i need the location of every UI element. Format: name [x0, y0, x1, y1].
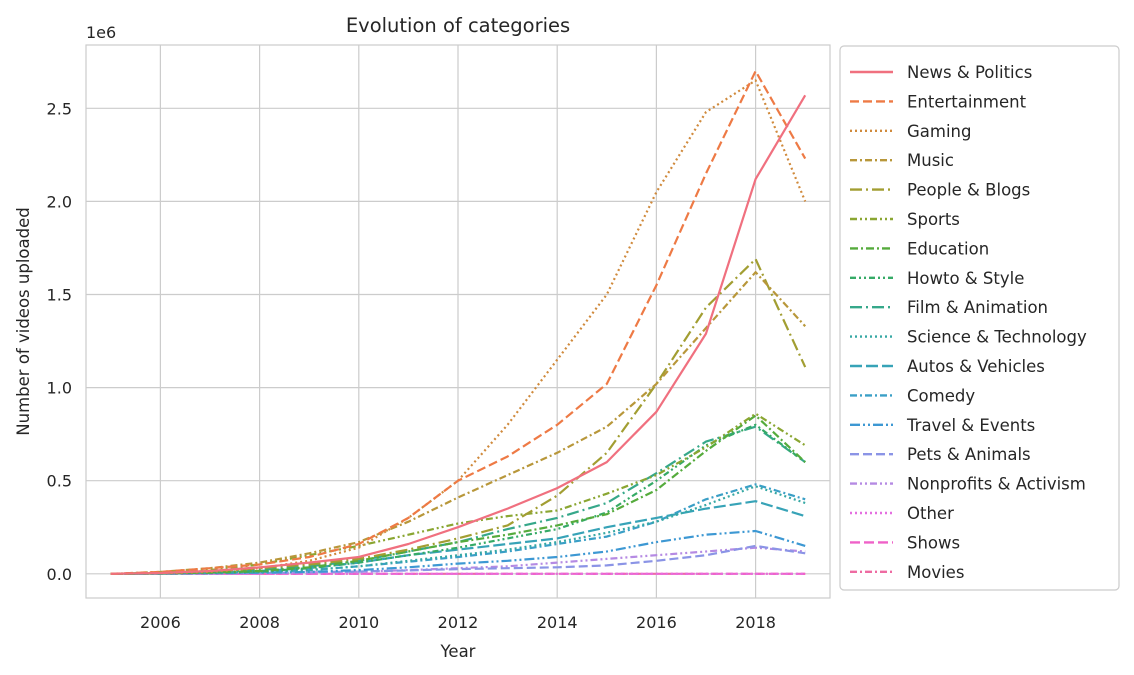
- legend: News & Politics Entertainment Gaming Music P…: [839, 45, 1120, 591]
- x-tick-label: 2014: [537, 613, 578, 632]
- legend-label: Education: [907, 239, 989, 258]
- x-tick-label: 2016: [636, 613, 677, 632]
- legend-label: Entertainment: [907, 92, 1027, 111]
- plot-border: [85, 44, 831, 599]
- legend-label: Autos & Vehicles: [907, 357, 1045, 376]
- legend-label: Sports: [907, 210, 960, 229]
- legend-label: Film & Animation: [907, 298, 1048, 317]
- legend-label: Shows: [907, 533, 960, 552]
- legend-label: People & Blogs: [907, 181, 1030, 200]
- legend-label: News & Politics: [907, 63, 1032, 82]
- y-axis-title: Number of videos uploaded: [14, 207, 33, 435]
- legend-label: Science & Technology: [907, 328, 1087, 347]
- x-tick-label: 2012: [438, 613, 479, 632]
- x-tick-label: 2010: [338, 613, 379, 632]
- chart-title: Evolution of categories: [346, 14, 570, 37]
- series-line: [110, 94, 807, 575]
- series-line: [110, 544, 806, 575]
- x-axis-title: Year: [440, 642, 476, 661]
- y-tick-label: 2.5: [47, 99, 72, 118]
- x-tick-label: 2018: [735, 613, 776, 632]
- series-line: [110, 412, 806, 575]
- series-line: [110, 271, 807, 575]
- legend-label: Nonprofits & Activism: [907, 475, 1086, 494]
- y-tick-label: 0.5: [47, 472, 72, 491]
- y-axis-offset-label: 1e6: [86, 23, 116, 42]
- legend-label: Gaming: [907, 122, 972, 141]
- y-axis-ticks: 0.0 0.5 1.0 1.5 2.0 2.5: [47, 99, 72, 583]
- legend-label: Howto & Style: [907, 269, 1024, 288]
- legend-label: Comedy: [907, 386, 975, 405]
- y-tick-label: 0.0: [47, 565, 72, 584]
- plot-frame: [85, 44, 831, 599]
- legend-label: Pets & Animals: [907, 445, 1031, 464]
- x-tick-label: 2006: [140, 613, 181, 632]
- x-axis-ticks: 2006 2008 2010 2012 2014 2016 2018: [140, 613, 776, 632]
- legend-label: Movies: [907, 563, 964, 582]
- y-tick-label: 1.0: [47, 379, 72, 398]
- legend-label: Travel & Events: [906, 416, 1035, 435]
- y-tick-label: 1.5: [47, 286, 72, 305]
- series-line: [110, 69, 807, 575]
- x-tick-label: 2008: [239, 613, 280, 632]
- legend-label: Other: [907, 504, 954, 523]
- series-lines: [110, 69, 807, 575]
- legend-box: [839, 45, 1120, 591]
- legend-label: Music: [907, 151, 954, 170]
- series-line: [110, 414, 806, 575]
- y-tick-label: 2.0: [47, 192, 72, 211]
